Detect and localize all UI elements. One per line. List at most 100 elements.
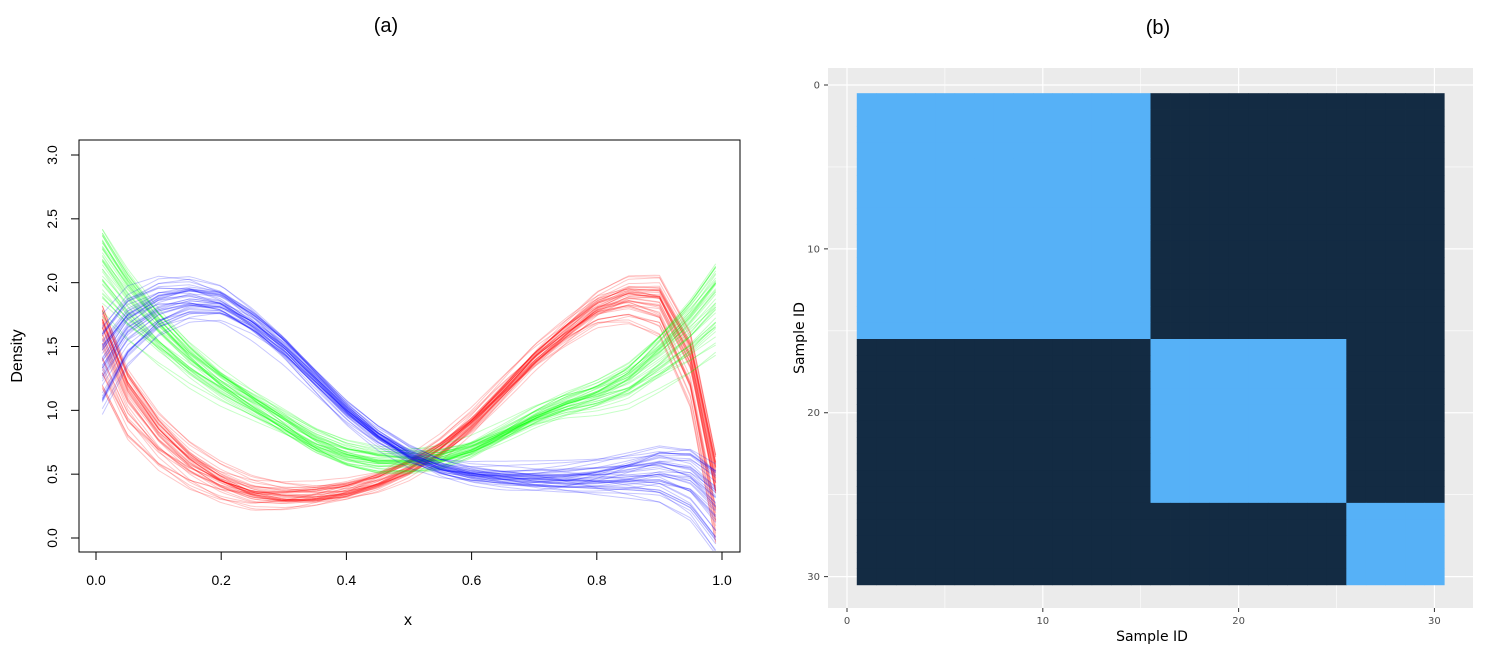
heatmap-cell (1170, 257, 1191, 274)
density-curve (101, 310, 717, 539)
heatmap-cell (1189, 404, 1210, 422)
heatmap-cell (1405, 93, 1426, 110)
panel-b-title: (b) (1146, 17, 1170, 39)
density-curve (101, 296, 717, 494)
density-curve (101, 268, 717, 473)
heatmap-cell (1033, 93, 1053, 110)
heatmap-cell (935, 191, 956, 209)
heatmap-cell (1209, 257, 1230, 274)
heatmap-cell (1072, 552, 1093, 569)
heatmap-cell (1228, 125, 1249, 143)
heatmap-cell (1405, 125, 1426, 143)
heatmap-cell (1209, 371, 1230, 389)
heatmap-cell (1424, 519, 1445, 537)
heatmap-cell (1267, 322, 1288, 340)
heatmap-cell (856, 502, 877, 520)
heatmap-cell (915, 257, 936, 274)
density-curve (101, 268, 717, 461)
density-curve (101, 228, 717, 462)
heatmap-cell (1228, 552, 1249, 569)
heatmap-cell (1150, 453, 1171, 471)
heatmap-cell (1365, 109, 1386, 127)
heatmap-cell (954, 93, 975, 110)
heatmap-cell (1150, 273, 1171, 291)
heatmap-cell (876, 125, 897, 143)
heatmap-cell (1228, 142, 1249, 160)
heatmap-cell (974, 175, 995, 192)
heatmap-cell (1150, 552, 1171, 569)
heatmap-cell (1287, 191, 1308, 209)
heatmap-cell (1424, 289, 1445, 307)
heatmap-cell (1365, 535, 1386, 553)
heatmap-cell (1424, 109, 1445, 127)
heatmap-cell (1385, 322, 1406, 340)
y-tick-label: 0.5 (44, 464, 60, 484)
heatmap-cell (1287, 355, 1308, 373)
heatmap-cell (1287, 93, 1308, 110)
heatmap-cell (1189, 175, 1210, 192)
heatmap-cell (1150, 322, 1171, 340)
heatmap-cell (1052, 420, 1073, 438)
heatmap-cell (974, 355, 995, 373)
heatmap-cell (974, 93, 995, 110)
heatmap-cell (876, 207, 897, 225)
heatmap-cell (1228, 453, 1249, 471)
density-curve (101, 279, 717, 465)
heatmap-cell (1091, 486, 1112, 504)
density-curve (101, 289, 717, 504)
density-curve (101, 287, 717, 493)
heatmap-cell (993, 175, 1014, 192)
heatmap-cell (876, 437, 897, 455)
heatmap-cell (1365, 420, 1386, 438)
heatmap-cell (1248, 568, 1269, 586)
x-tick-label: 0.4 (337, 572, 357, 588)
heatmap-cell (1130, 437, 1151, 455)
heatmap-cell (1248, 339, 1269, 356)
density-curve (101, 314, 717, 531)
heatmap-cell (1209, 437, 1230, 455)
heatmap-cell (915, 339, 936, 356)
y-tick-label: 20 (807, 408, 820, 419)
heatmap-cell (895, 470, 916, 487)
heatmap-cell (974, 388, 995, 405)
heatmap-cell (1307, 93, 1328, 110)
heatmap-cell (1326, 437, 1347, 455)
heatmap-cell (1189, 519, 1210, 537)
heatmap-cell (1111, 519, 1132, 537)
heatmap-cell (1189, 257, 1210, 274)
heatmap-cell (1189, 470, 1210, 487)
heatmap-cell (915, 224, 936, 242)
heatmap-cell (1033, 502, 1053, 520)
heatmap-cell (1267, 93, 1288, 110)
panel-b-x-axis-label: Sample ID (1116, 629, 1188, 645)
density-curve (101, 277, 717, 487)
heatmap-cell (1130, 240, 1151, 258)
heatmap-cell (1150, 125, 1171, 143)
heatmap-cell (1150, 470, 1171, 487)
heatmap-cell (1170, 240, 1191, 258)
heatmap-cell (1248, 519, 1269, 537)
density-curve (101, 292, 717, 498)
heatmap-cell (1013, 388, 1034, 405)
heatmap-cell (954, 486, 975, 504)
heatmap-cell (1072, 568, 1093, 586)
heatmap-cell (1111, 502, 1132, 520)
heatmap-cell (1072, 224, 1093, 242)
heatmap-cell (1130, 420, 1151, 438)
heatmap-cell (1287, 502, 1308, 520)
heatmap-cell (1248, 273, 1269, 291)
heatmap-cell (1385, 109, 1406, 127)
heatmap-cell (1052, 142, 1073, 160)
density-curve (101, 295, 717, 498)
density-curve (101, 290, 717, 490)
heatmap-cell (1072, 273, 1093, 291)
heatmap-cell (974, 552, 995, 569)
heatmap-cell (1072, 142, 1093, 160)
heatmap-cell (856, 257, 877, 274)
density-curve (101, 289, 717, 483)
heatmap-cell (1013, 158, 1034, 176)
heatmap-cell (1111, 142, 1132, 160)
heatmap-cell (954, 175, 975, 192)
heatmap-cell (1091, 568, 1112, 586)
heatmap-cell (1326, 322, 1347, 340)
